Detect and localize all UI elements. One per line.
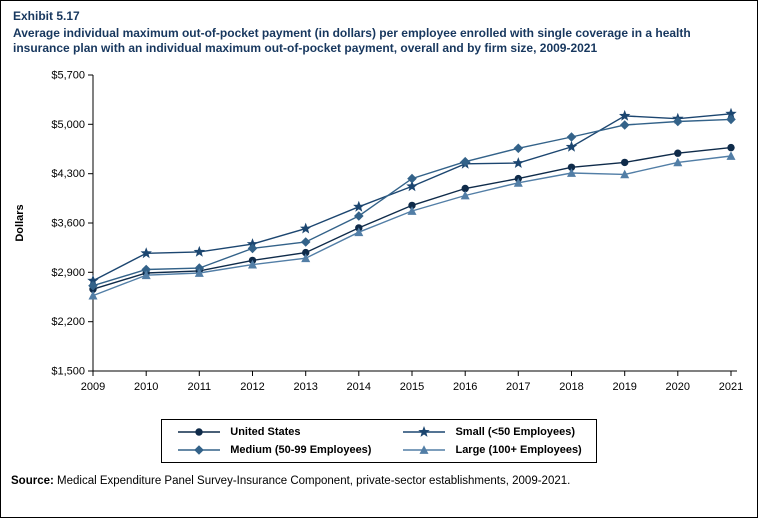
data-point <box>193 245 205 257</box>
series-small-50-employees <box>87 107 737 286</box>
data-point <box>194 263 205 273</box>
data-point <box>140 247 152 258</box>
data-point <box>727 143 735 152</box>
svg-text:2012: 2012 <box>240 381 264 393</box>
svg-text:$2,200: $2,200 <box>51 316 85 328</box>
svg-text:2014: 2014 <box>347 381 371 393</box>
svg-text:$1,500: $1,500 <box>51 365 85 377</box>
series-medium-50-99-employees <box>88 114 736 291</box>
data-point <box>512 156 524 168</box>
data-point <box>407 173 417 184</box>
data-point <box>141 264 151 275</box>
svg-text:$2,900: $2,900 <box>51 267 85 279</box>
source-note: Source: Medical Expenditure Panel Survey… <box>11 475 747 487</box>
data-point <box>566 131 577 142</box>
legend-item: United States <box>176 425 371 439</box>
legend-label: Medium (50-99 Employees) <box>230 443 372 456</box>
data-point <box>141 270 151 279</box>
svg-text:2018: 2018 <box>559 381 583 393</box>
data-point <box>567 167 576 177</box>
svg-text:$5,700: $5,700 <box>51 69 85 81</box>
legend-label: United States <box>230 425 301 438</box>
axes: $1,500 $2,200 $2,900 $3,600 $4,300 $5,000 $5,7… <box>14 69 743 393</box>
svg-text:2015: 2015 <box>400 381 424 393</box>
svg-text:$3,600: $3,600 <box>51 217 85 229</box>
data-point <box>302 248 310 257</box>
data-point <box>300 236 311 247</box>
data-point <box>725 107 737 119</box>
data-point <box>194 267 204 277</box>
data-point <box>88 280 98 291</box>
svg-text:2021: 2021 <box>719 381 743 393</box>
data-point <box>621 158 629 166</box>
data-point <box>406 180 418 192</box>
svg-text:2009: 2009 <box>81 381 105 393</box>
data-point <box>620 169 630 179</box>
data-point <box>407 205 417 215</box>
data-point <box>246 237 259 249</box>
circle-legend-icon <box>178 428 221 436</box>
data-point <box>460 190 470 200</box>
star-legend-icon <box>403 425 446 437</box>
svg-text:2011: 2011 <box>187 381 211 393</box>
chart-svg: $1,500 $2,200 $2,900 $3,600 $4,300 $5,000 $5,7… <box>14 69 743 393</box>
data-point <box>87 274 99 286</box>
legend-label: Small (<50 Employees) <box>455 425 575 438</box>
data-point <box>301 253 311 262</box>
data-point <box>673 157 683 167</box>
data-point <box>354 227 364 236</box>
data-point <box>408 201 416 209</box>
svg-text:2010: 2010 <box>134 381 158 393</box>
data-point <box>354 210 364 221</box>
svg-text:2020: 2020 <box>666 381 690 393</box>
data-point <box>300 222 312 234</box>
source-label: Source: <box>11 474 54 487</box>
diamond-legend-icon <box>178 444 221 455</box>
svg-text:Dollars: Dollars <box>14 204 26 241</box>
svg-text:$5,000: $5,000 <box>51 119 85 131</box>
data-point <box>619 109 631 121</box>
data-point <box>673 116 683 127</box>
legend-item: Small (<50 Employees) <box>401 425 581 439</box>
data-point <box>88 290 98 300</box>
data-point <box>726 114 736 124</box>
triangle-legend-icon <box>403 444 446 454</box>
exhibit-number: Exhibit 5.17 <box>13 9 80 23</box>
svg-text:2019: 2019 <box>612 381 636 393</box>
legend-item: Medium (50-99 Employees) <box>176 443 371 457</box>
data-point <box>619 119 630 130</box>
page-title: Average individual maximum out-of-pocket… <box>13 25 691 56</box>
data-point <box>461 184 469 192</box>
chart-header: Exhibit 5.17 Average individual maximum … <box>13 9 745 57</box>
data-point <box>513 143 524 153</box>
data-point <box>353 200 365 212</box>
source-text: Medical Expenditure Panel Survey-Insuran… <box>53 474 571 487</box>
legend-label: Large (100+ Employees) <box>455 443 582 456</box>
svg-text:2016: 2016 <box>453 381 477 393</box>
data-point <box>565 140 578 152</box>
legend: United States Small (<50 Employees) Medium… <box>161 418 597 463</box>
svg-text:$4,300: $4,300 <box>51 168 85 180</box>
svg-text:2013: 2013 <box>293 381 317 393</box>
data-point <box>513 177 523 187</box>
series-united-states <box>89 143 735 293</box>
data-point <box>247 243 258 253</box>
data-point <box>567 163 576 171</box>
svg-text:2017: 2017 <box>506 381 530 393</box>
data-point <box>726 150 736 160</box>
data-point <box>248 259 257 269</box>
legend-item: Large (100+ Employees) <box>401 443 582 457</box>
series-large-100-employees <box>88 150 736 300</box>
data-point <box>674 149 682 157</box>
